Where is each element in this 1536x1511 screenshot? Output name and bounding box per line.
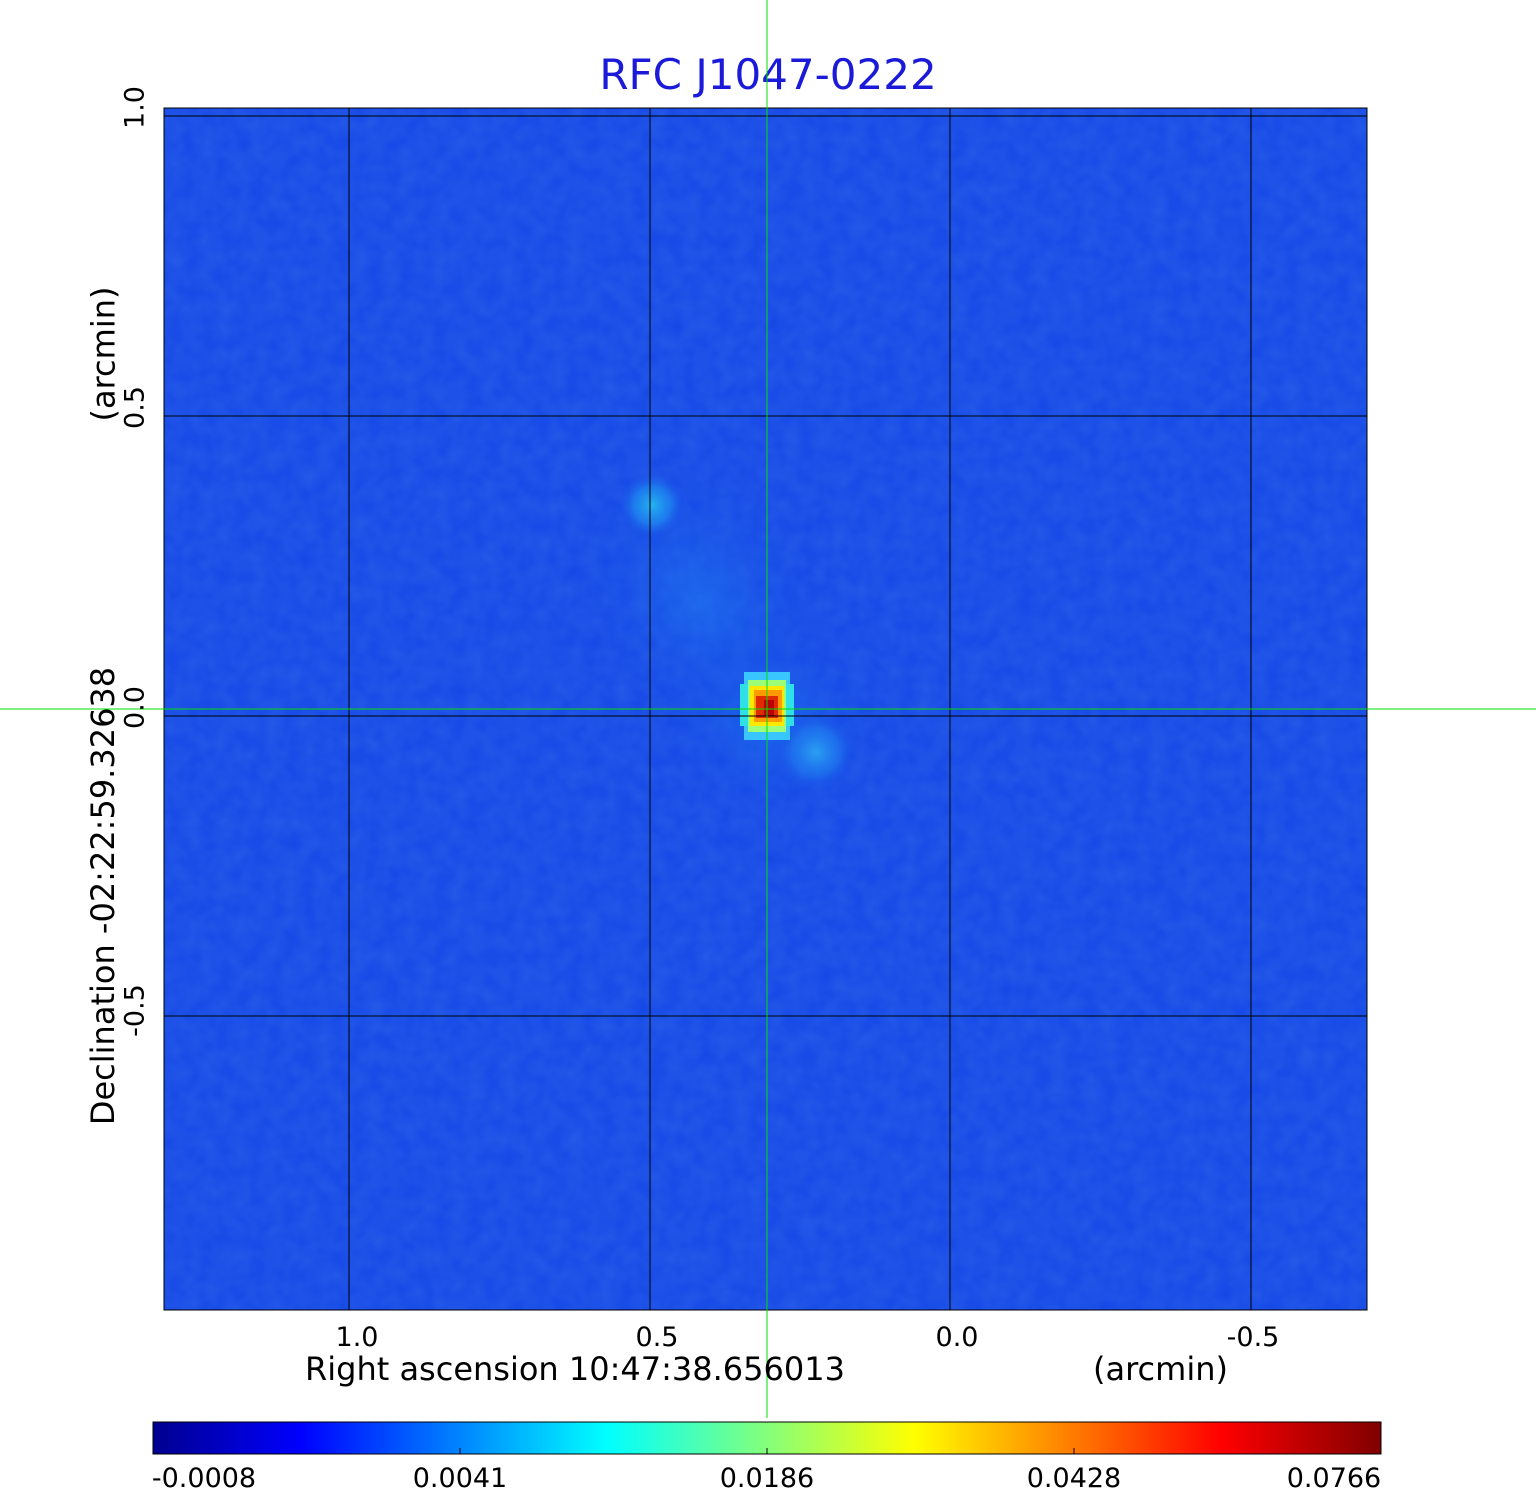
y-tick-label: 0.5 [119,386,151,429]
secondary-component-south [776,712,856,792]
y-tick-label: 1.0 [119,86,151,129]
y-tick-label: 0.0 [119,686,151,729]
x-tick-label: 0.0 [935,1322,979,1353]
figure-title: RFC J1047-0222 [599,50,937,99]
y-tick-label: -0.5 [119,984,151,1037]
x-tick-label: 1.0 [335,1322,379,1353]
x-axis-label: Right ascension 10:47:38.656013 [305,1350,845,1388]
secondary-component-north [618,471,686,539]
y-axis-unit: (arcmin) [83,286,122,422]
crosshair [0,0,1536,1418]
x-tick-label: 0.5 [635,1322,679,1353]
colorbar-tick-label: 0.0041 [412,1463,508,1494]
colorbar-tick-label: 0.0766 [1286,1463,1382,1494]
colorbar-tick-label: 0.0186 [719,1463,815,1494]
colorbar-tick-label: -0.0008 [151,1463,257,1494]
x-tick-label: -0.5 [1226,1322,1280,1353]
x-axis-unit: (arcmin) [1093,1350,1228,1388]
y-axis-label: Declination -02:22:59.32638 [84,666,123,1126]
colorbar-ticks [459,1448,1075,1454]
colorbar-tick-label: 0.0428 [1026,1463,1122,1494]
